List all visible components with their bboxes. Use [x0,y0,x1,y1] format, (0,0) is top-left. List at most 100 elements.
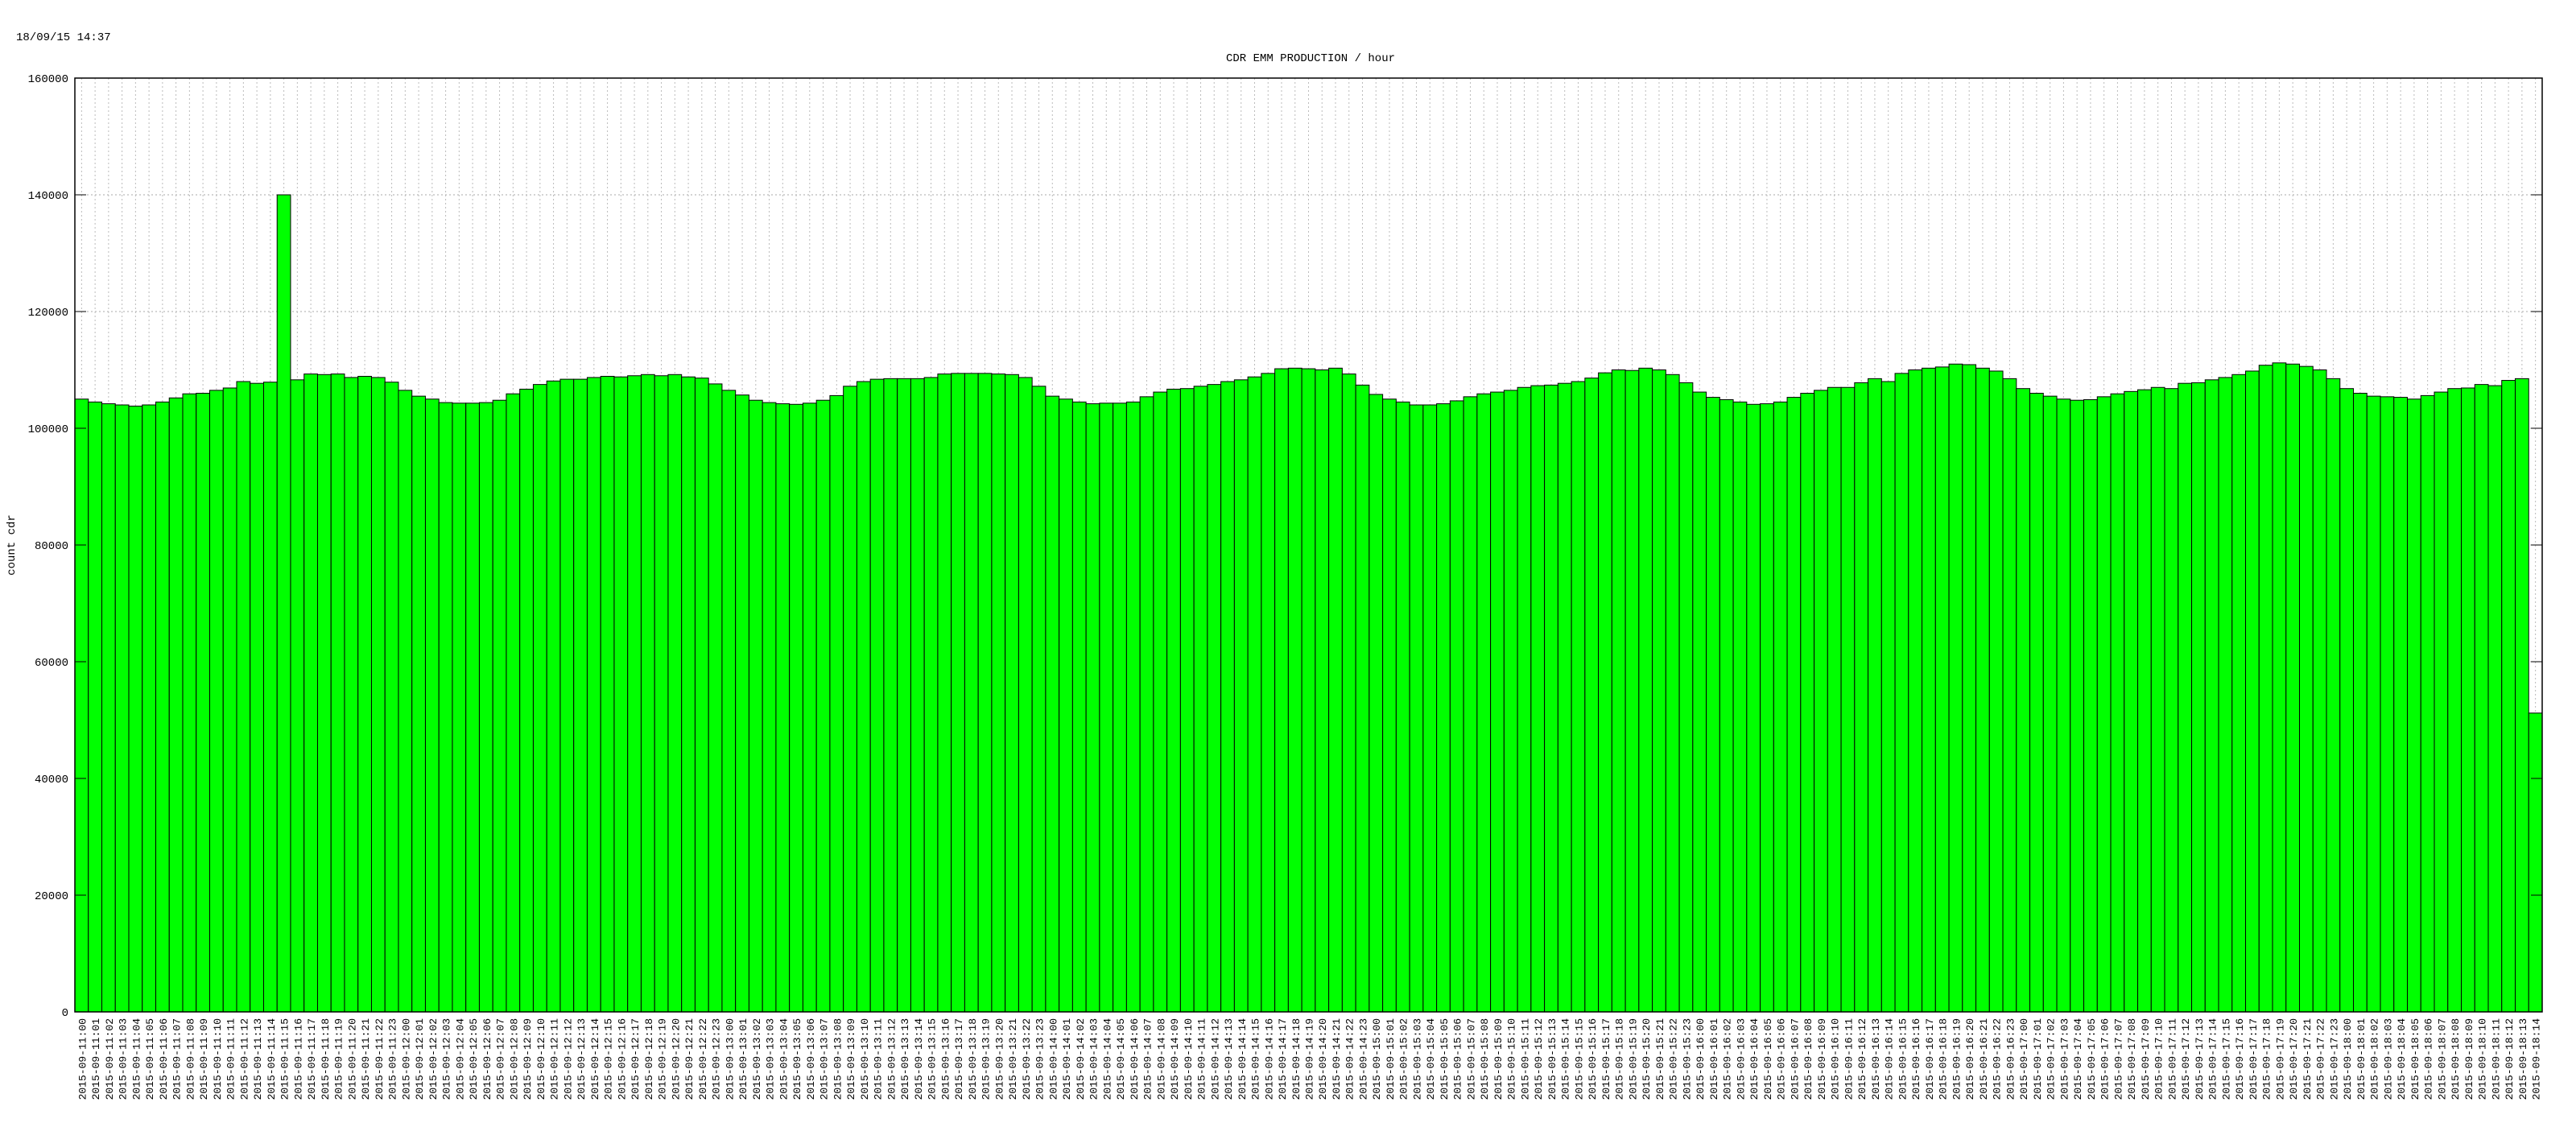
x-tick-label: 2015-09-16:13 [1870,1018,1882,1100]
x-tick-label: 2015-09-18:08 [2450,1018,2462,1100]
x-tick-label: 2015-09-16:17 [1924,1018,1936,1100]
x-tick-label: 2015-09-11:12 [238,1018,250,1100]
bar [1638,367,1653,1013]
chart-title: CDR EMM PRODUCTION / hour [1226,52,1395,65]
bar [559,378,575,1013]
bar [708,383,723,1013]
x-tick-label: 2015-09-17:15 [2220,1018,2232,1100]
bar [1476,393,1492,1013]
x-tick-label: 2015-09-16:03 [1735,1018,1747,1100]
bar [1463,396,1478,1013]
x-tick-label: 2015-09-13:22 [1021,1018,1033,1100]
bar [196,393,210,1013]
bar [681,376,696,1013]
x-tick-label: 2015-09-17:17 [2248,1018,2260,1100]
bar [424,398,440,1013]
bar [1611,369,1626,1013]
bar [627,375,642,1013]
x-tick-label: 2015-09-15:19 [1627,1018,1639,1100]
x-tick-label: 2015-09-13:07 [819,1018,831,1100]
x-tick-label: 2015-09-16:08 [1802,1018,1814,1100]
x-tick-label: 2015-09-11:10 [212,1018,224,1100]
bar [2150,386,2165,1013]
x-tick-label: 2015-09-17:12 [2180,1018,2192,1100]
x-tick-label: 2015-09-12:03 [441,1018,453,1100]
x-tick-label: 2015-09-15:20 [1641,1018,1653,1100]
x-tick-label: 2015-09-16:12 [1856,1018,1868,1100]
bar [1179,388,1195,1013]
x-tick-label: 2015-09-13:16 [939,1018,952,1100]
bar [910,378,925,1013]
bar [2042,395,2058,1013]
x-tick-label: 2015-09-12:09 [522,1018,534,1100]
y-tick-label: 100000 [28,423,68,436]
bar [2245,370,2260,1013]
y-tick-label: 120000 [28,307,68,320]
x-tick-label: 2015-09-16:02 [1722,1018,1734,1100]
x-tick-label: 2015-09-17:05 [2086,1018,2098,1100]
bar [465,402,480,1013]
bar [2434,391,2449,1013]
bar [250,382,264,1013]
x-tick-label: 2015-09-15:21 [1654,1018,1666,1100]
bar [262,382,278,1013]
y-axis-label: count cdr [6,514,19,576]
x-tick-label: 2015-09-15:14 [1560,1018,1572,1100]
bar [1530,385,1546,1013]
x-tick-label: 2015-09-17:10 [2153,1018,2165,1100]
x-tick-label: 2015-09-13:14 [913,1018,925,1100]
x-tick-label: 2015-09-11:20 [346,1018,358,1100]
x-tick-label: 2015-09-17:04 [2072,1018,2084,1100]
bar [600,375,615,1013]
bar [478,402,493,1013]
x-tick-label: 2015-09-14:11 [1196,1018,1208,1100]
x-tick-label: 2015-09-14:23 [1357,1018,1369,1100]
x-tick-label: 2015-09-17:08 [2126,1018,2138,1100]
x-tick-label: 2015-09-18:01 [2355,1018,2368,1100]
bar [208,390,224,1013]
x-tick-label: 2015-09-12:23 [711,1018,723,1100]
x-tick-label: 2015-09-16:20 [1964,1018,1976,1100]
x-tick-label: 2015-09-18:03 [2382,1018,2394,1100]
x-tick-label: 2015-09-14:22 [1344,1018,1356,1100]
x-tick-label: 2015-09-15:06 [1452,1018,1464,1100]
bar [2515,378,2529,1013]
x-tick-label: 2015-09-11:07 [171,1018,184,1100]
x-tick-label: 2015-09-13:15 [927,1018,939,1100]
bar [1315,369,1330,1013]
bar [1786,397,1802,1013]
bar [155,401,170,1013]
bar [843,386,857,1013]
x-tick-label: 2015-09-17:14 [2207,1018,2219,1100]
bar [1328,367,1343,1013]
x-tick-label: 2015-09-11:08 [184,1018,196,1100]
bar [1814,390,1828,1013]
x-tick-label: 2015-09-15:11 [1519,1018,1531,1100]
x-tick-label: 2015-09-11:05 [144,1018,156,1100]
bar [168,397,184,1013]
x-tick-label: 2015-09-12:07 [495,1018,507,1100]
bar [2407,398,2421,1013]
bar [1018,377,1033,1013]
x-tick-label: 2015-09-18:02 [2369,1018,2381,1100]
bar [1706,397,1720,1013]
bar [2487,385,2503,1013]
bar [2191,382,2206,1013]
x-tick-label: 2015-09-12:12 [562,1018,574,1100]
bar [1125,401,1141,1013]
bar [370,377,386,1013]
x-tick-label: 2015-09-11:16 [292,1018,304,1100]
bar [1678,382,1694,1013]
x-tick-label: 2015-09-11:04 [130,1018,142,1100]
y-tick-label: 20000 [35,890,68,903]
x-tick-label: 2015-09-14:19 [1304,1018,1316,1100]
bar [1854,382,1869,1013]
bar [1732,401,1748,1013]
bar [1571,381,1586,1013]
x-tick-label: 2015-09-12:22 [697,1018,709,1100]
x-tick-label: 2015-09-13:09 [845,1018,857,1100]
x-tick-label: 2015-09-16:15 [1897,1018,1909,1100]
x-tick-label: 2015-09-11:00 [76,1018,89,1100]
x-tick-label: 2015-09-12:10 [535,1018,547,1100]
